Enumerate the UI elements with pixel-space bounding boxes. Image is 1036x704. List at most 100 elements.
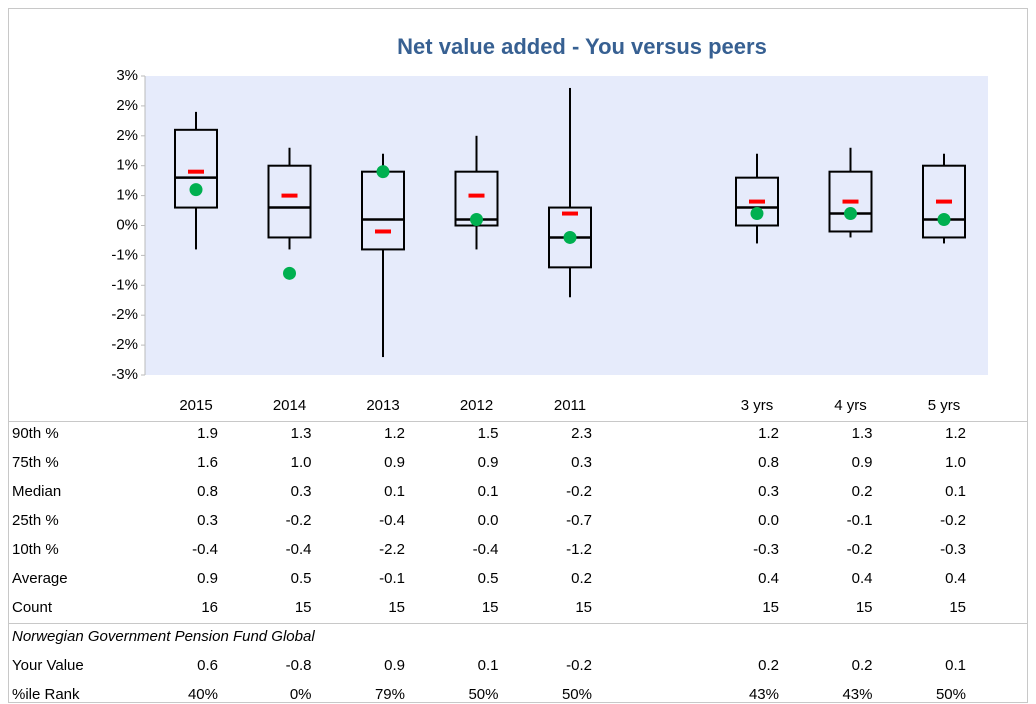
- table-cell: 50%: [936, 686, 966, 703]
- table-cell: 15: [388, 599, 405, 616]
- table-cell: 1.6: [197, 454, 218, 471]
- table-cell: 1.2: [945, 425, 966, 442]
- row-label: 90th %: [12, 425, 59, 442]
- subject-label: Norwegian Government Pension Fund Global: [12, 628, 315, 645]
- your-value-marker: [376, 165, 390, 179]
- table-cell: 0.1: [945, 657, 966, 674]
- table-cell: 0.1: [478, 483, 499, 500]
- row-label: Median: [12, 483, 61, 500]
- table-cell: -1.2: [566, 541, 592, 558]
- row-label: 25th %: [12, 512, 59, 529]
- table-cell: -0.2: [286, 512, 312, 529]
- table-cell: 15: [949, 599, 966, 616]
- table-cell: 1.0: [945, 454, 966, 471]
- your-value-marker: [189, 183, 203, 197]
- y-tick-label: 0%: [116, 216, 138, 233]
- y-tick-label: -2%: [111, 336, 138, 353]
- table-cell: -0.2: [940, 512, 966, 529]
- table-cell: 0.5: [478, 570, 499, 587]
- table-cell: 0.2: [758, 657, 779, 674]
- table-cell: 1.5: [478, 425, 499, 442]
- box: [174, 128, 218, 209]
- y-tick-label: -3%: [111, 366, 138, 383]
- table-cell: 1.2: [758, 425, 779, 442]
- table-cell: 1.0: [291, 454, 312, 471]
- table-cell: -0.2: [847, 541, 873, 558]
- table-cell: 15: [762, 599, 779, 616]
- table-cell: 0.8: [758, 454, 779, 471]
- table-cell: 0.4: [852, 570, 873, 587]
- row-label: Count: [12, 599, 53, 616]
- table-cell: -0.2: [566, 657, 592, 674]
- table-cell: 0.9: [384, 454, 405, 471]
- table-cell: 15: [575, 599, 592, 616]
- table-cell: 43%: [749, 686, 779, 703]
- table-cell: 0.3: [571, 454, 592, 471]
- chart-title: Net value added - You versus peers: [397, 34, 767, 59]
- table-cell: 50%: [562, 686, 592, 703]
- x-tick-label: 2012: [460, 397, 493, 414]
- table-cell: -0.4: [473, 541, 499, 558]
- x-tick-label: 2013: [366, 397, 399, 414]
- table-cell: 15: [482, 599, 499, 616]
- table-cell: -2.2: [379, 541, 405, 558]
- table-cell: 0.9: [384, 657, 405, 674]
- table-cell: 50%: [468, 686, 498, 703]
- table-cell: 2.3: [571, 425, 592, 442]
- table-cell: 0.6: [197, 657, 218, 674]
- table-cell: 0%: [290, 686, 312, 703]
- row-label: Average: [12, 570, 68, 587]
- y-tick-label: 1%: [116, 157, 138, 174]
- table-cell: -0.4: [286, 541, 312, 558]
- row-label: 10th %: [12, 541, 59, 558]
- row-label: 75th %: [12, 454, 59, 471]
- row-label: %ile Rank: [12, 686, 80, 703]
- table-cell: -0.8: [286, 657, 312, 674]
- table-cell: 0.2: [852, 483, 873, 500]
- table-cell: -0.3: [753, 541, 779, 558]
- table-cell: 0.2: [571, 570, 592, 587]
- x-tick-label: 2015: [179, 397, 212, 414]
- table-cell: 1.2: [384, 425, 405, 442]
- table-cell: -0.4: [379, 512, 405, 529]
- your-value-marker: [844, 207, 857, 221]
- table-cell: 16: [201, 599, 218, 616]
- y-tick-label: -2%: [111, 306, 138, 323]
- table-cell: 0.1: [478, 657, 499, 674]
- your-value-marker: [283, 266, 296, 280]
- y-tick-label: 3%: [116, 67, 138, 84]
- box: [267, 164, 312, 239]
- table-cell: 0.3: [291, 483, 312, 500]
- box: [828, 170, 873, 233]
- row-label: Your Value: [12, 657, 84, 674]
- your-value-marker: [563, 230, 577, 244]
- table-cell: -0.1: [379, 570, 405, 587]
- your-value-marker: [470, 213, 483, 227]
- your-value-marker: [750, 207, 764, 221]
- table-cell: 0.3: [758, 483, 779, 500]
- table-cell: 1.9: [197, 425, 218, 442]
- table-cell: 1.3: [852, 425, 873, 442]
- plot-area: [145, 76, 988, 375]
- x-tick-label: 4 yrs: [834, 397, 867, 414]
- y-tick-label: 1%: [116, 187, 138, 204]
- x-tick-label: 2011: [554, 397, 586, 414]
- box: [922, 164, 966, 239]
- table-cell: 0.8: [197, 483, 218, 500]
- table-cell: 0.5: [291, 570, 312, 587]
- x-tick-label: 2014: [273, 397, 306, 414]
- table-cell: 0.9: [197, 570, 218, 587]
- table-cell: -0.1: [847, 512, 873, 529]
- table-cell: 0.0: [758, 512, 779, 529]
- y-tick-label: 2%: [116, 127, 138, 144]
- box: [735, 176, 779, 227]
- table-cell: 15: [295, 599, 312, 616]
- table-cell: 0.9: [478, 454, 499, 471]
- table-cell: 0.1: [384, 483, 405, 500]
- table-cell: 0.1: [945, 483, 966, 500]
- table-cell: 0.3: [197, 512, 218, 529]
- x-tick-label: 3 yrs: [741, 397, 774, 414]
- y-tick-label: -1%: [111, 276, 138, 293]
- y-tick-label: 2%: [116, 97, 138, 114]
